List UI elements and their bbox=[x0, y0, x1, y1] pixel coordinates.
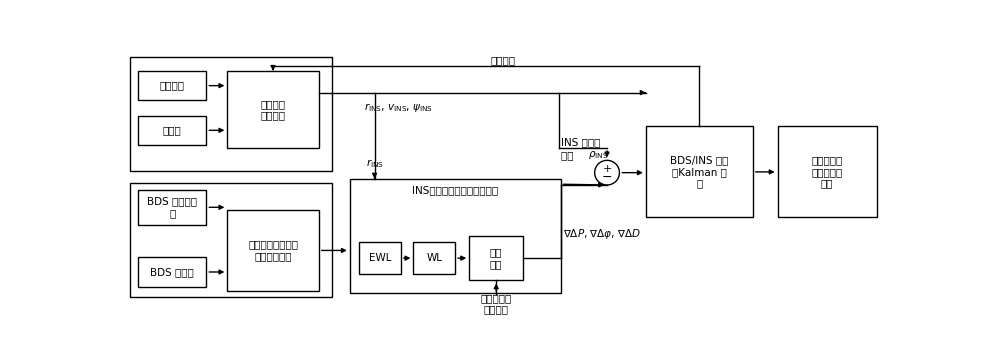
FancyBboxPatch shape bbox=[646, 126, 753, 217]
FancyBboxPatch shape bbox=[413, 242, 455, 274]
FancyBboxPatch shape bbox=[138, 116, 206, 145]
Text: 原始
载波: 原始 载波 bbox=[490, 247, 502, 269]
Text: 精密相对位
置、速度及
姿态: 精密相对位 置、速度及 姿态 bbox=[812, 155, 843, 189]
Text: $\nabla\Delta P$, $\nabla\Delta\varphi$, $\nabla\Delta D$: $\nabla\Delta P$, $\nabla\Delta\varphi$,… bbox=[563, 227, 641, 241]
FancyBboxPatch shape bbox=[138, 190, 206, 225]
Text: 反馈校正: 反馈校正 bbox=[491, 55, 516, 65]
FancyBboxPatch shape bbox=[227, 71, 319, 148]
Text: 加速度计: 加速度计 bbox=[160, 81, 185, 90]
Text: 捷联惯导
机械编排: 捷联惯导 机械编排 bbox=[261, 99, 286, 120]
Text: 地距: 地距 bbox=[561, 150, 580, 160]
Text: 陀螺仪: 陀螺仪 bbox=[163, 125, 182, 135]
Text: EWL: EWL bbox=[369, 253, 391, 263]
FancyBboxPatch shape bbox=[350, 179, 561, 293]
Text: $\rho_{\mathrm{INS}}$: $\rho_{\mathrm{INS}}$ bbox=[588, 149, 609, 161]
FancyBboxPatch shape bbox=[359, 242, 401, 274]
Text: 载波多路径
模型约束: 载波多路径 模型约束 bbox=[481, 293, 512, 314]
FancyBboxPatch shape bbox=[138, 71, 206, 100]
FancyBboxPatch shape bbox=[138, 258, 206, 287]
Circle shape bbox=[595, 160, 619, 185]
Text: 观测量双差处理及
三频线性组合: 观测量双差处理及 三频线性组合 bbox=[248, 240, 298, 261]
FancyBboxPatch shape bbox=[469, 236, 523, 280]
Text: BDS/INS 紧组
合Kalman 滤
波: BDS/INS 紧组 合Kalman 滤 波 bbox=[670, 155, 728, 189]
Text: $r_{\mathrm{INS}}$: $r_{\mathrm{INS}}$ bbox=[366, 157, 384, 170]
Text: WL: WL bbox=[426, 253, 442, 263]
Text: +: + bbox=[602, 164, 612, 174]
FancyBboxPatch shape bbox=[130, 183, 332, 296]
Text: INS 预测卫: INS 预测卫 bbox=[561, 137, 600, 147]
FancyBboxPatch shape bbox=[130, 57, 332, 171]
Text: BDS 移动基准
站: BDS 移动基准 站 bbox=[147, 197, 197, 218]
Text: −: − bbox=[602, 171, 612, 183]
FancyBboxPatch shape bbox=[778, 126, 877, 217]
Text: BDS 流动站: BDS 流动站 bbox=[150, 267, 194, 277]
FancyBboxPatch shape bbox=[227, 209, 319, 291]
Text: INS辅助三频模糊度固定策略: INS辅助三频模糊度固定策略 bbox=[412, 185, 498, 195]
Text: $r_{\mathrm{INS}}$, $v_{\mathrm{INS}}$, $\psi_{\mathrm{INS}}$: $r_{\mathrm{INS}}$, $v_{\mathrm{INS}}$, … bbox=[364, 102, 433, 114]
